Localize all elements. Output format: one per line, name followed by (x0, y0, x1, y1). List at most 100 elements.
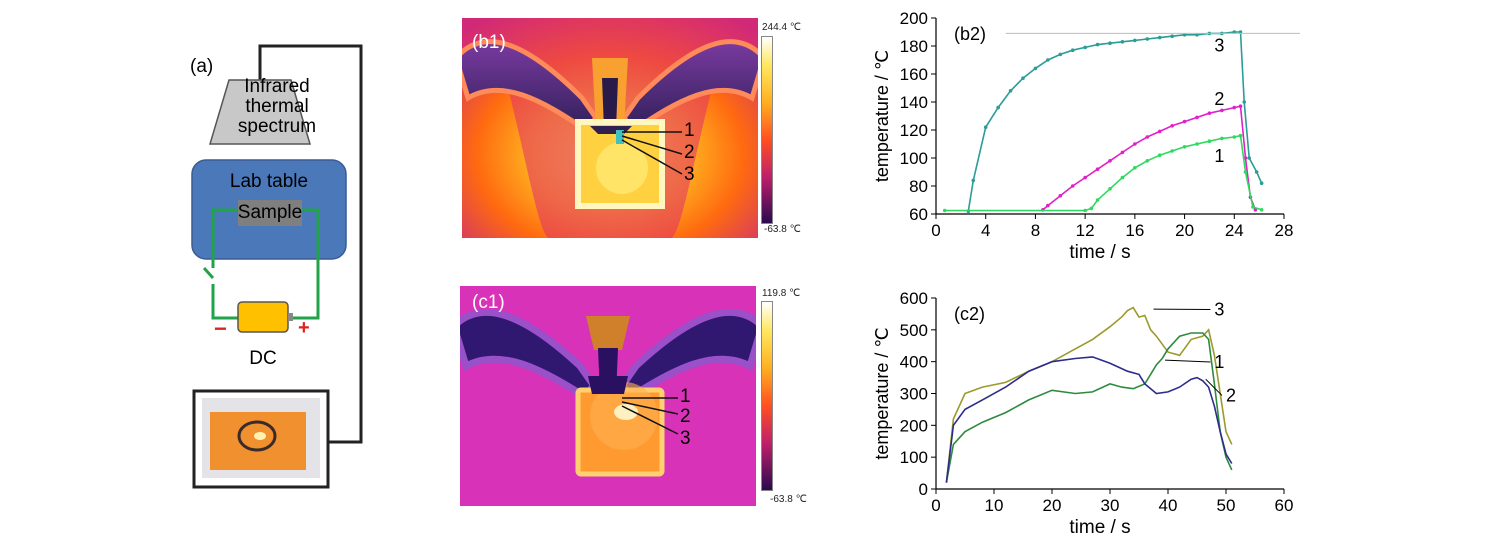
b2-series-point (1207, 139, 1212, 143)
b2-series-point (1232, 135, 1237, 139)
b2-y-tick-label: 140 (900, 93, 928, 112)
c2-x-tick-label: 60 (1275, 496, 1294, 515)
c2-x-tick-label: 30 (1101, 496, 1120, 515)
c1-point-2: 2 (680, 406, 691, 427)
b2-x-tick-label: 20 (1175, 221, 1194, 240)
b2-x-tick-label: 28 (1275, 221, 1294, 240)
c2-y-tick-label: 600 (900, 290, 928, 308)
b2-series-point (1120, 150, 1125, 155)
b2-series-point (1095, 42, 1100, 47)
c2-series-name-label: 1 (1214, 352, 1224, 372)
b2-series-point (996, 105, 1000, 110)
b2-series-point (1145, 135, 1150, 139)
b2-series-point (1195, 33, 1199, 37)
b2-series-point (1133, 38, 1137, 43)
c2-y-tick-label: 400 (900, 353, 928, 372)
b2-series-point (1070, 48, 1075, 52)
b2-series-point (1157, 129, 1162, 134)
dc-minus-sign: − (214, 316, 227, 341)
b2-series-point (1120, 40, 1125, 44)
b2-x-tick-label: 4 (981, 221, 990, 240)
b2-series-point (1157, 153, 1162, 157)
c2-y-tick-label: 0 (919, 480, 928, 499)
b2-series-point (1170, 34, 1174, 38)
b2-series-point (1259, 208, 1264, 212)
c2-x-axis-title: time / s (1069, 517, 1130, 538)
b2-series-point (1120, 175, 1125, 180)
b2-series-point (1070, 184, 1075, 188)
b2-series-name-label: 3 (1214, 36, 1224, 56)
b2-series-point (1232, 105, 1237, 110)
switch-lever (202, 266, 215, 280)
b2-series-point (1247, 156, 1251, 160)
b2-y-axis-title: temperature / ℃ (872, 50, 892, 182)
b2-x-tick-label: 16 (1125, 221, 1144, 240)
sample (238, 200, 302, 226)
b2-series-point (1259, 181, 1264, 185)
camera-label-line3: spectrum (237, 116, 317, 137)
b1-scale-max: 244.4 ℃ (762, 22, 802, 33)
b2-x-axis-title: time / s (1069, 242, 1130, 263)
b2-series-point (1108, 159, 1112, 163)
b2-series-point (1046, 203, 1050, 208)
c2-panel-label: (c2) (954, 304, 985, 324)
b2-series-point (1046, 58, 1050, 62)
wire-left-bottom (211, 284, 238, 320)
b2-series-point (1083, 45, 1087, 50)
c2-x-tick-label: 10 (985, 496, 1004, 515)
c2-series-name-label: 2 (1226, 385, 1236, 405)
b2-x-tick-label: 24 (1225, 221, 1244, 240)
b2-series-point (1238, 133, 1243, 138)
c2-label-leader (1165, 359, 1211, 363)
b2-series-line (967, 31, 1263, 212)
b2-series-point (1083, 208, 1087, 213)
infrared-camera (208, 79, 312, 145)
b1-scale-min: -63.8 ℃ (764, 224, 801, 235)
b2-series-point (1195, 142, 1199, 146)
b2-series-point (1242, 100, 1247, 104)
thermal-image-b1 (453, 18, 767, 238)
camera-label: Infrared thermal spectrum (222, 77, 332, 137)
b2-series-point (1195, 115, 1199, 120)
lab-table-label: Lab table (229, 171, 309, 192)
c2-x-tick-label: 40 (1159, 496, 1178, 515)
b2-series-point (1251, 205, 1255, 209)
b1-point-1: 1 (684, 120, 695, 141)
b2-series-point (1089, 206, 1094, 211)
b2-series-point (1207, 111, 1212, 115)
b2-series-point (1238, 104, 1243, 108)
b2-series-point (1083, 175, 1087, 180)
b2-series-point (942, 208, 947, 213)
chart-b2: 0 4 8 12 16 20 24 286080100120140160180200time … (872, 9, 1300, 263)
b2-series-point (1182, 145, 1187, 149)
c2-series-line (945, 332, 1233, 483)
thermal-image-c1 (450, 286, 766, 506)
c2-y-tick-label: 500 (900, 321, 928, 340)
c2-series-name-label: 3 (1214, 300, 1224, 320)
b1-colorbar (761, 36, 773, 224)
b2-series-point (1182, 119, 1187, 124)
panel-c1: (c1) 1 2 3 (450, 286, 766, 506)
b2-series-point (1133, 142, 1137, 146)
dc-source (237, 301, 289, 333)
b2-series-point (1095, 198, 1100, 202)
b2-x-tick-label: 12 (1076, 221, 1095, 240)
panel-b1: (b1) 1 2 3 (453, 18, 767, 238)
c2-y-tick-label: 200 (900, 416, 928, 435)
wire-right (293, 208, 320, 320)
b2-series-point (1058, 52, 1063, 57)
c1-scale-max: 119.8 ℃ (762, 288, 801, 299)
b2-series-point (1220, 108, 1224, 113)
b2-y-tick-label: 200 (900, 9, 928, 28)
c2-y-tick-label: 100 (900, 448, 928, 467)
b2-series-point (1058, 194, 1063, 198)
b2-y-tick-label: 120 (900, 121, 928, 140)
b1-point-3: 3 (684, 164, 695, 185)
b2-series-point (1133, 166, 1137, 170)
c2-x-tick-label: 0 (931, 496, 940, 515)
b2-series-point (1157, 35, 1162, 40)
c1-colorbar (761, 301, 773, 491)
c1-label: (c1) (472, 292, 505, 313)
b2-panel-label: (b2) (954, 24, 986, 44)
b1-label: (b1) (472, 32, 506, 53)
